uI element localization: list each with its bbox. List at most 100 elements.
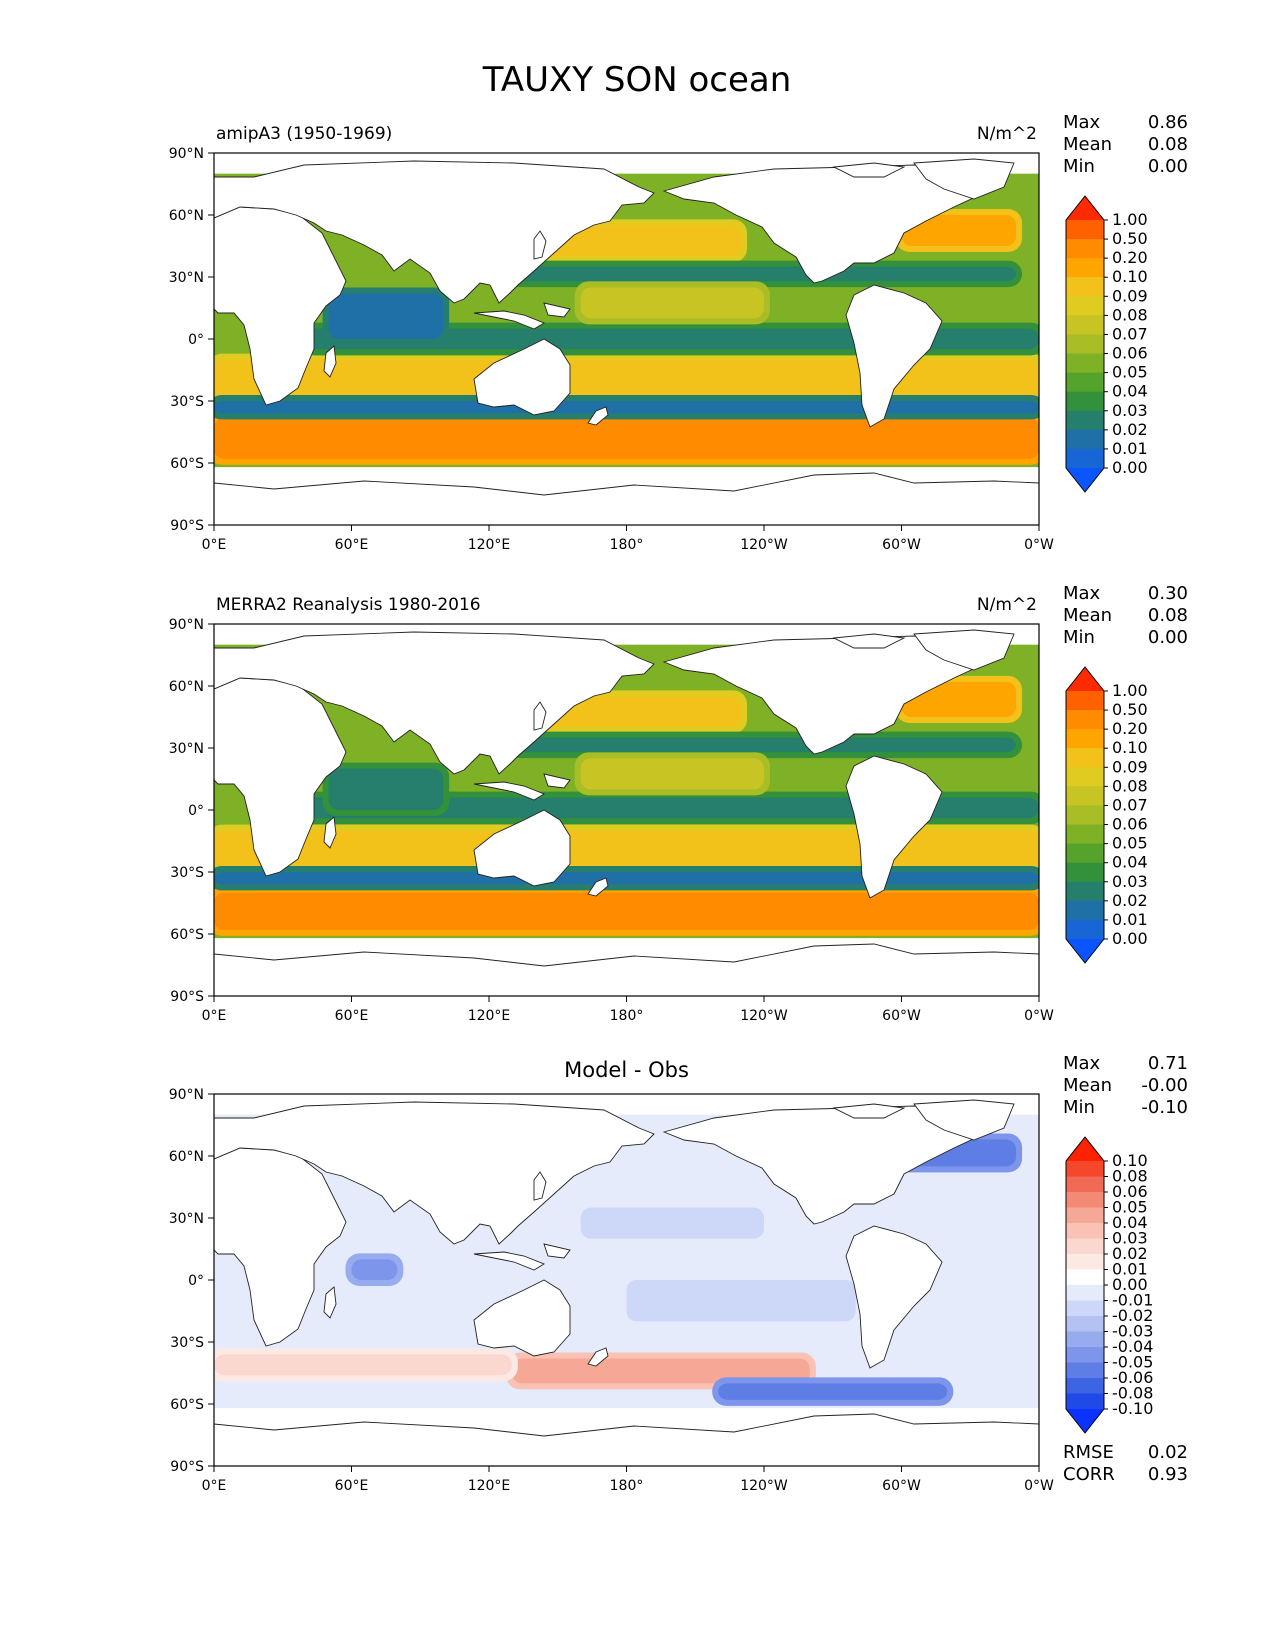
colorbar-tick-label: 0.02 [1112,1244,1148,1263]
lon-tick-label: 180° [610,537,644,553]
lat-tick-label: 0° [188,1273,204,1289]
colorbar-extend-max [1066,667,1104,691]
lat-tick-label: 0° [188,332,204,348]
colorbar-extend-max [1066,1137,1104,1161]
lon-tick-label: 60°E [335,537,369,553]
colorbar-segment [1066,1378,1104,1394]
colorbar-tick-label: 0.00 [1112,458,1148,477]
colorbar-tick-label: 0.00 [1112,929,1148,948]
field-north-atlantic-westerlies [901,681,1017,717]
lat-tick-label: 90°S [170,989,204,1005]
stat-label: Min [1063,627,1095,648]
colorbar-tick-label: 0.20 [1112,248,1148,267]
field-southern-ocean-positive-weak [214,1354,512,1376]
field-indian-ocean-low [328,293,444,339]
lon-tick-label: 0°W [1024,537,1054,553]
colorbar-tick-label: 0.10 [1112,738,1148,757]
colorbar-segment [1066,277,1104,297]
colorbar-segment [1066,353,1104,374]
colorbar-tick-label: -0.02 [1112,1306,1153,1325]
colorbar-tick-label: 0.10 [1112,267,1148,286]
stat-value: 0.00 [1148,156,1188,177]
lat-tick-label: 90°N [169,1087,204,1103]
colorbar-tick-label: 0.00 [1112,1275,1148,1294]
colorbar-tick-label: 0.04 [1112,853,1148,872]
colorbar-tick-label: 0.07 [1112,324,1148,343]
colorbar-segment [1066,258,1104,278]
colorbar-tick-label: 0.50 [1112,229,1148,248]
colorbar-tick-label: 1.00 [1112,681,1148,700]
lat-tick-label: 30°N [169,741,204,757]
colorbar-tick-label: 0.09 [1112,757,1148,776]
stat-value: 0.30 [1148,583,1188,604]
stat-label: Min [1063,1097,1095,1118]
colorbar-tick-label: -0.06 [1112,1368,1153,1387]
colorbar-tick-label: 0.08 [1112,1167,1148,1186]
lon-tick-label: 180° [610,1008,644,1024]
field-southern-ocean-positive [511,1358,810,1384]
colorbar-extend-max [1066,196,1104,220]
colorbar-segment [1066,1331,1104,1348]
colorbar: 1.000.500.200.100.090.080.070.060.050.04… [1065,666,1148,964]
colorbar-segment [1066,372,1104,393]
colorbar-segment [1066,767,1104,787]
colorbar-tick-label: 0.01 [1112,439,1148,458]
colorbar-tick-label: 0.02 [1112,891,1148,910]
colorbar-tick-label: -0.03 [1112,1322,1153,1341]
colorbar-segment [1066,1161,1104,1177]
lon-tick-label: 120°W [740,537,788,553]
colorbar-tick-label: 0.07 [1112,795,1148,814]
colorbar-tick-label: 0.06 [1112,344,1148,363]
colorbar-tick-label: -0.01 [1112,1291,1153,1310]
field-southern-ocean-belt [214,417,1039,459]
colorbar-tick-label: -0.05 [1112,1353,1153,1372]
colorbar-tick-label: -0.04 [1112,1337,1153,1356]
field-north-pacific-westerlies [534,696,742,728]
colorbar-tick-label: -0.10 [1112,1399,1153,1418]
colorbar-segment [1066,410,1104,431]
colorbar-tick-label: 0.10 [1112,1151,1148,1170]
field-indian-ocean-low [328,768,444,810]
map-panel-model: 90°N 60°N 30°N 0° 30°S 60°S 90°S 0°E 60°E 120°E 18… [169,112,1188,553]
lon-tick-label: 60°W [882,1478,921,1494]
stat-label: Max [1063,583,1101,604]
field-subtropical-calm-south [214,401,1039,414]
panel-label: amipA3 (1950-1969) [216,124,392,144]
stat-value: 0.00 [1148,627,1188,648]
colorbar-tick-label: 0.04 [1112,1213,1148,1232]
colorbar-tick-label: -0.08 [1112,1384,1153,1403]
field-subtropical-calm-north [511,737,1017,753]
stat-value: -0.10 [1141,1097,1188,1118]
colorbar-segment [1066,805,1104,826]
colorbar-tick-label: 0.04 [1112,382,1148,401]
field-antarctic-negative [718,1383,948,1400]
stat-value: 0.08 [1148,605,1188,626]
colorbar-tick-label: 0.03 [1112,401,1148,420]
lon-tick-label: 0°E [202,1478,227,1494]
lon-tick-label: 180° [610,1478,644,1494]
lon-tick-label: 120°W [740,1008,788,1024]
colorbar-tick-label: 0.05 [1112,1198,1148,1217]
lat-tick-label: 30°S [170,865,204,881]
lat-tick-label: 30°N [169,270,204,286]
stat-label: Max [1063,112,1101,133]
lon-tick-label: 60°E [335,1478,369,1494]
colorbar-segment [1066,448,1104,469]
panel-center-title: Model - Obs [564,1058,689,1082]
colorbar-tick-label: 0.05 [1112,834,1148,853]
colorbar-tick-label: 0.01 [1112,1260,1148,1279]
stat-label: Mean [1063,605,1112,626]
field-layer [214,624,1039,996]
colorbar-segment [1066,429,1104,450]
footer-stat-value: 0.02 [1148,1442,1188,1463]
lat-tick-label: 90°N [169,146,204,162]
colorbar-segment [1066,220,1104,240]
footer-stat-value: 0.93 [1148,1464,1188,1485]
field-southern-ocean-belt [214,892,1039,930]
field-north-pacific-trades [580,287,764,319]
colorbar: 0.100.080.060.050.040.030.020.010.00-0.0… [1065,1136,1153,1434]
colorbar-tick-label: 0.50 [1112,700,1148,719]
field-layer [214,1094,1039,1466]
colorbar-segment [1066,1192,1104,1208]
stat-value: 0.71 [1148,1053,1188,1074]
